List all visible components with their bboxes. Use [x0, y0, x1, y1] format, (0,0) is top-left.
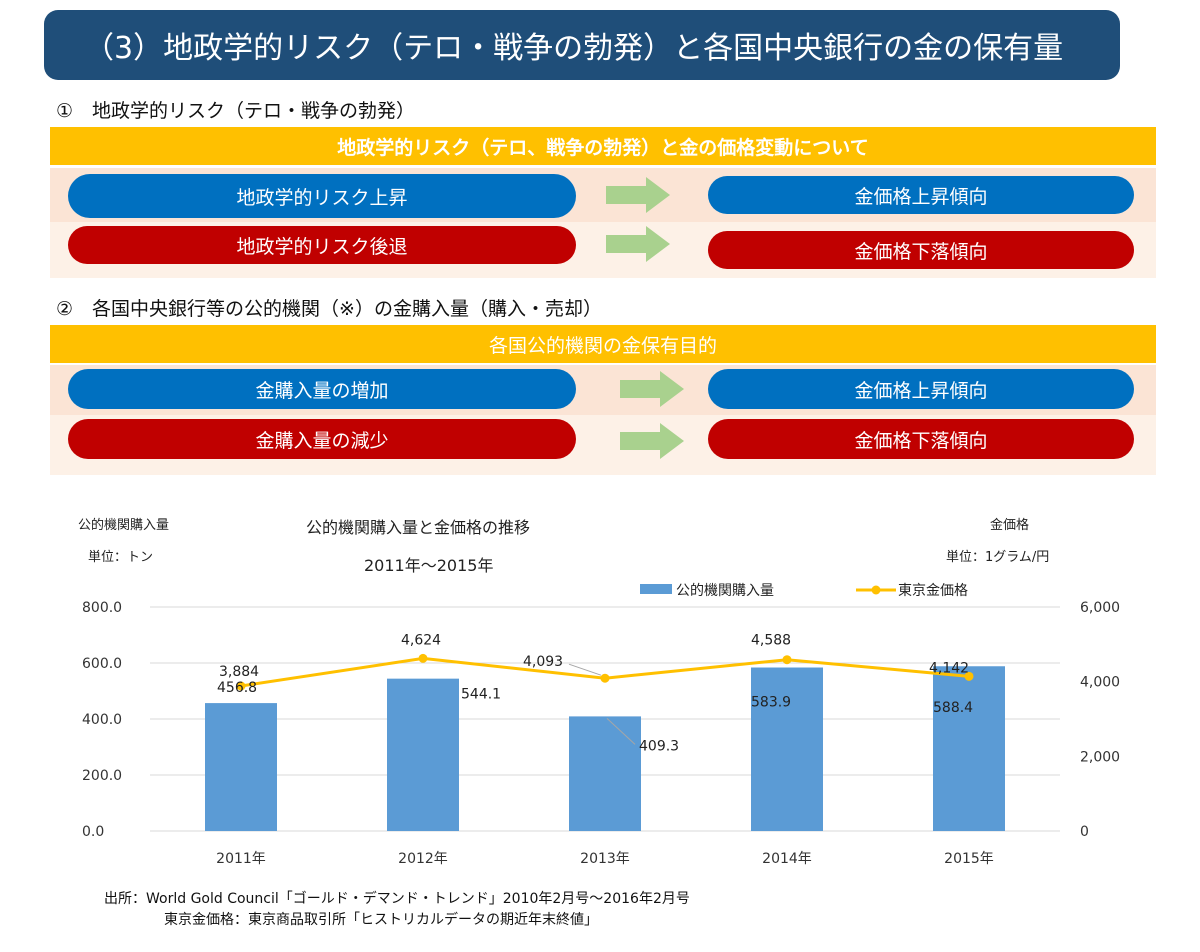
right-tick-label: 4,000 — [1080, 675, 1120, 691]
leader-line — [606, 718, 636, 745]
page-header: （3）地政学的リスク（テロ・戦争の勃発）と各国中央銀行の金の保有量 — [44, 10, 1120, 80]
bar-data-label: 456.8 — [217, 680, 257, 696]
leader-line — [568, 663, 602, 676]
chart-area: 公的機関購入量 単位：トン 公的機関購入量と金価格の推移 2011年～2015年… — [0, 490, 1200, 890]
section2-title: ② 各国中央銀行等の公的機関（※）の金購入量（購入・売却） — [56, 298, 602, 320]
price-rise-pill: 金価格上昇傾向 — [708, 369, 1134, 409]
bar — [387, 678, 459, 831]
section1-row-fall: 地政学的リスク後退 金価格下落傾向 — [50, 222, 1156, 278]
left-tick-label: 400.0 — [82, 712, 122, 728]
bar-data-label: 409.3 — [639, 738, 679, 754]
line-data-label: 4,624 — [401, 632, 441, 648]
chart-subtitle: 2011年～2015年 — [364, 556, 494, 575]
left-axis-unit: 単位：トン — [88, 550, 154, 565]
legend-line-label: 東京金価格 — [898, 583, 968, 599]
left-tick-label: 200.0 — [82, 768, 122, 784]
bar-data-label: 588.4 — [933, 700, 973, 716]
risk-fall-pill: 地政学的リスク後退 — [68, 226, 576, 264]
price-point — [418, 653, 428, 663]
chart-plot: 0.0 200.0 400.0 600.0 800.0 0 2,000 4,000 6,000 2… — [82, 600, 1120, 867]
section1-band: 地政学的リスク（テロ、戦争の勃発）と金の価格変動について — [50, 127, 1156, 165]
page-title: （3）地政学的リスク（テロ・戦争の勃発）と各国中央銀行の金の保有量 — [84, 31, 1064, 66]
right-arrow-icon — [620, 423, 684, 459]
section2-row-increase: 金購入量の増加 金価格上昇傾向 — [50, 365, 1156, 415]
purchase-decrease-pill: 金購入量の減少 — [68, 419, 576, 459]
bar — [569, 716, 641, 831]
bar-data-label: 544.1 — [461, 687, 501, 703]
price-point — [964, 671, 974, 681]
right-axis-title: 金価格 — [990, 518, 1030, 533]
section1-title: ① 地政学的リスク（テロ・戦争の勃発） — [56, 100, 416, 122]
price-point — [600, 673, 610, 683]
price-point — [236, 681, 246, 691]
purchase-increase-pill: 金購入量の増加 — [68, 369, 576, 409]
left-tick-label: 0.0 — [82, 824, 104, 840]
x-tick-label: 2011年 — [216, 851, 266, 867]
line-data-label: 4,588 — [751, 633, 791, 649]
right-tick-label: 0 — [1080, 824, 1089, 840]
bar — [205, 703, 277, 831]
legend-bar-label: 公的機関購入量 — [676, 583, 774, 599]
right-arrow-icon — [620, 371, 684, 407]
section1-row-rise: 地政学的リスク上昇 金価格上昇傾向 — [50, 168, 1156, 222]
line-data-label: 3,884 — [219, 664, 259, 680]
left-tick-label: 800.0 — [82, 600, 122, 616]
x-tick-label: 2015年 — [944, 851, 994, 867]
left-tick-label: 600.0 — [82, 656, 122, 672]
section2-row-decrease: 金購入量の減少 金価格下落傾向 — [50, 415, 1156, 475]
price-rise-pill: 金価格上昇傾向 — [708, 176, 1134, 214]
x-tick-label: 2012年 — [398, 851, 448, 867]
right-arrow-icon — [606, 226, 670, 262]
bar — [933, 666, 1005, 831]
chart-title: 公的機関購入量と金価格の推移 — [306, 518, 531, 537]
bar — [751, 667, 823, 831]
price-fall-pill: 金価格下落傾向 — [708, 419, 1134, 459]
chart-legend: 公的機関購入量 東京金価格 — [640, 580, 1000, 600]
left-axis-title: 公的機関購入量 — [78, 518, 170, 533]
section2-band: 各国公的機関の金保有目的 — [50, 325, 1156, 363]
line-data-label: 4,093 — [523, 654, 563, 670]
legend-bar-swatch — [640, 584, 672, 594]
right-arrow-icon — [606, 177, 670, 213]
right-tick-label: 6,000 — [1080, 600, 1120, 616]
legend-line-swatch — [856, 585, 896, 595]
price-point — [782, 655, 792, 665]
right-axis-unit: 単位：1グラム/円 — [946, 550, 1050, 565]
right-tick-label: 2,000 — [1080, 749, 1120, 765]
x-tick-label: 2014年 — [762, 851, 812, 867]
price-fall-pill: 金価格下落傾向 — [708, 231, 1134, 269]
source-line-2: 東京金価格：東京商品取引所「ヒストリカルデータの期近年末終値」 — [164, 912, 598, 928]
risk-rise-pill: 地政学的リスク上昇 — [68, 174, 576, 218]
x-tick-label: 2013年 — [580, 851, 630, 867]
bar-data-label: 583.9 — [751, 695, 791, 711]
line-data-label: 4,142 — [929, 660, 969, 676]
source-line-1: 出所：World Gold Council「ゴールド・デマンド・トレンド」201… — [104, 891, 690, 907]
